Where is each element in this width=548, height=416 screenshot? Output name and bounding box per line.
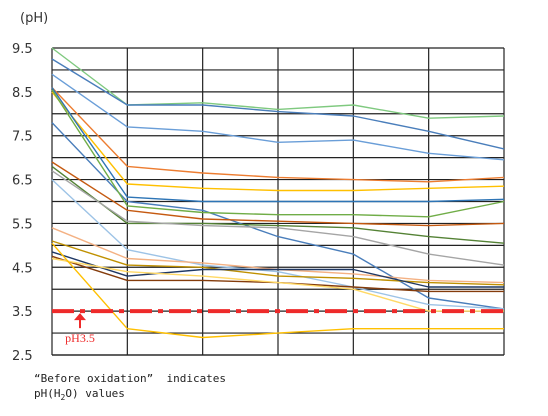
y-tick-label: 5.5 bbox=[12, 217, 33, 232]
series-line bbox=[51, 73, 505, 161]
series-lines bbox=[51, 47, 505, 339]
series-line bbox=[51, 87, 505, 203]
y-tick-label: 6.5 bbox=[12, 174, 33, 189]
note-line-1: “Before oxidation” indicates bbox=[34, 372, 227, 385]
note-line-2-suffix: O) values bbox=[65, 387, 125, 400]
series-line bbox=[51, 179, 505, 310]
note-line-2-sub: 2 bbox=[60, 393, 66, 403]
series-line bbox=[51, 240, 505, 286]
series-line bbox=[51, 251, 504, 288]
y-tick-label: 8.5 bbox=[12, 86, 33, 101]
series-line bbox=[51, 257, 504, 312]
y-unit-label: (pH) bbox=[20, 11, 48, 26]
series-line bbox=[51, 122, 505, 310]
y-tick-label: 2.5 bbox=[12, 349, 33, 364]
y-tick-label: 9.5 bbox=[12, 42, 33, 57]
y-tick-labels: 2.5 3.5 4.5 5.5 6.5 7.5 8.5 9.5 bbox=[12, 42, 33, 364]
series-line bbox=[51, 91, 505, 192]
series-line bbox=[51, 87, 505, 183]
series-line bbox=[51, 242, 504, 339]
reference-arrow-head bbox=[74, 313, 86, 321]
note-line-2-prefix: pH(H bbox=[34, 387, 61, 400]
series-line bbox=[51, 58, 505, 150]
series-line bbox=[51, 170, 505, 266]
series-line bbox=[51, 161, 505, 227]
reference-label: pH3.5 bbox=[65, 331, 95, 345]
y-tick-label: 7.5 bbox=[12, 130, 33, 145]
reference-line-group: pH3.5 bbox=[52, 309, 504, 345]
series-line bbox=[51, 89, 505, 218]
y-tick-label: 3.5 bbox=[12, 305, 33, 320]
y-tick-label: 4.5 bbox=[12, 261, 33, 276]
series-line bbox=[51, 165, 505, 244]
note: “Before oxidation” indicates pH(H2O) val… bbox=[34, 371, 226, 405]
